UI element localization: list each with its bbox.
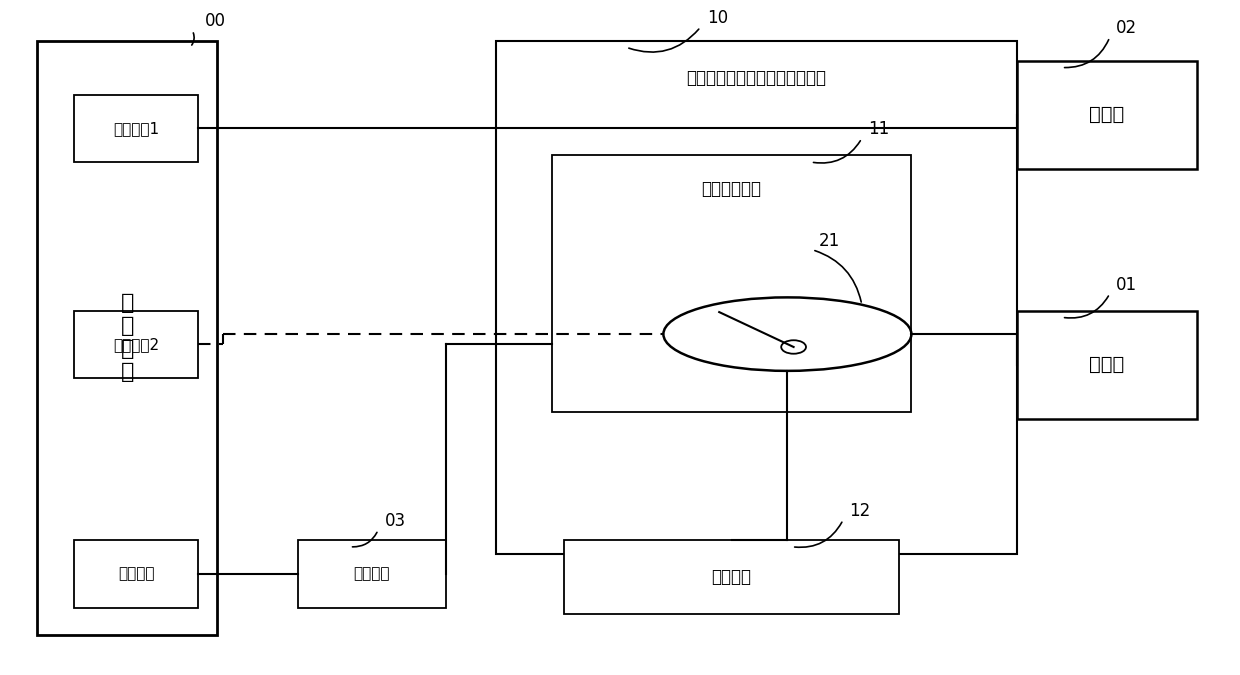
Text: 输入接口2: 输入接口2 xyxy=(113,337,160,352)
Text: 12: 12 xyxy=(849,502,870,520)
Text: 通路切换单元: 通路切换单元 xyxy=(702,180,761,198)
Bar xyxy=(496,40,1017,554)
Bar xyxy=(1017,61,1197,169)
Text: 输出接口: 输出接口 xyxy=(118,566,155,581)
Text: 03: 03 xyxy=(384,512,405,530)
Text: 21: 21 xyxy=(818,232,839,250)
Text: 移动终端的麦克风故障处理装置: 移动终端的麦克风故障处理装置 xyxy=(687,69,826,86)
Bar xyxy=(1017,310,1197,418)
Bar xyxy=(298,540,446,608)
Bar xyxy=(37,40,217,634)
Text: 功放单元: 功放单元 xyxy=(353,566,391,581)
Text: 02: 02 xyxy=(1116,19,1137,37)
Text: 扬声器: 扬声器 xyxy=(1089,355,1125,374)
Text: 控制单元: 控制单元 xyxy=(712,568,751,586)
Text: 编
译
码
器: 编 译 码 器 xyxy=(120,293,134,382)
Text: 00: 00 xyxy=(205,12,226,30)
Bar xyxy=(564,540,899,614)
Text: 10: 10 xyxy=(707,9,728,27)
Text: 麦克风: 麦克风 xyxy=(1089,105,1125,124)
Text: 输入接口1: 输入接口1 xyxy=(113,121,160,136)
Bar xyxy=(552,155,911,412)
Bar xyxy=(74,310,198,378)
Bar xyxy=(74,540,198,608)
Text: 01: 01 xyxy=(1116,275,1137,294)
Bar xyxy=(74,95,198,162)
Text: 11: 11 xyxy=(868,120,889,138)
